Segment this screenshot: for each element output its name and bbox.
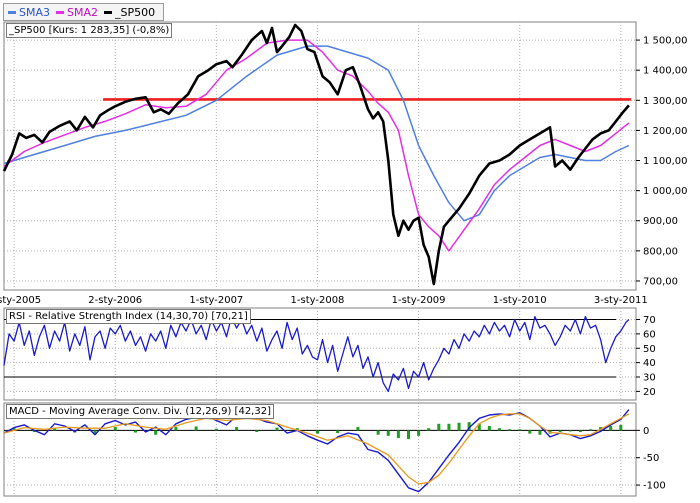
pane-frame — [3, 307, 637, 401]
macd-histogram-bar — [578, 430, 582, 432]
y-tick-label: 60 — [643, 329, 656, 340]
legend-item-sma3[interactable]: SMA3 — [8, 6, 50, 19]
y-tick-label: 0 — [643, 426, 649, 437]
series-line-sma3 — [3, 45, 630, 222]
macd-histogram-bar — [558, 430, 562, 432]
y-tick-label: 1 500,00 — [643, 36, 688, 47]
macd-histogram-bar — [538, 430, 542, 435]
macd-histogram-bar — [386, 430, 390, 436]
legend-item-sma2[interactable]: SMA2 — [56, 6, 98, 19]
macd-histogram-bar — [12, 428, 16, 431]
macd-histogram-bar — [497, 428, 501, 431]
macd-histogram-bar — [457, 422, 461, 431]
x-tick-label: 1-sty-2007 — [189, 295, 243, 306]
macd-pane-title: MACD - Moving Average Conv. Div. (12,26,… — [6, 404, 274, 419]
macd-histogram-bar — [315, 430, 319, 434]
macd-histogram-bar — [588, 429, 592, 431]
legend: SMA3 SMA2 _SP500 — [3, 3, 165, 21]
macd-histogram-bar — [568, 430, 572, 432]
macd-histogram-bar — [477, 423, 481, 431]
y-tick-label: 50 — [643, 344, 656, 355]
legend-swatch-sp500 — [104, 10, 112, 14]
rsi-pane-title: RSI - Relative Strength Index (14,30,70)… — [6, 309, 251, 324]
x-tick-label: 1-sty-2010 — [493, 295, 547, 306]
macd-histogram-bar — [609, 425, 613, 431]
series-line-signal — [3, 413, 630, 485]
y-tick-label: 40 — [643, 358, 656, 369]
y-tick-label: 70 — [643, 315, 656, 326]
macd-histogram-bar — [376, 430, 380, 435]
y-tick-label: 1 200,00 — [643, 126, 688, 137]
macd-histogram-bar — [275, 427, 279, 431]
macd-histogram-bar — [396, 430, 400, 439]
macd-histogram-bar — [214, 428, 218, 431]
legend-label-sma3: SMA3 — [19, 5, 50, 19]
macd-histogram-bar — [528, 430, 532, 434]
y-tick-label: 900,00 — [643, 216, 678, 227]
y-tick-label: 1 300,00 — [643, 96, 688, 107]
macd-histogram-bar — [133, 430, 137, 433]
macd-histogram-bar — [235, 427, 239, 431]
y-tick-label: 1 100,00 — [643, 156, 688, 167]
series-line-sma2 — [3, 39, 630, 252]
macd-histogram-bar — [508, 429, 512, 431]
y-tick-label: 1 000,00 — [643, 186, 688, 197]
macd-histogram-bar — [255, 430, 259, 432]
x-tick-label: 1-sty-2008 — [291, 295, 345, 306]
price-pane-title: _SP500 [Kurs: 1 283,35] (-0,8%) — [6, 23, 173, 38]
macd-histogram-bar — [487, 425, 491, 431]
macd-histogram-bar — [174, 427, 178, 431]
macd-histogram-bar — [619, 424, 623, 431]
y-tick-label: -100 — [643, 481, 666, 492]
y-tick-label: 30 — [643, 373, 656, 384]
macd-histogram-bar — [295, 428, 299, 431]
legend-swatch-sma3 — [8, 10, 16, 14]
legend-label-sma2: SMA2 — [67, 5, 98, 19]
macd-histogram-bar — [356, 427, 360, 431]
macd-histogram-bar — [437, 423, 441, 431]
macd-histogram-bar — [518, 429, 522, 431]
macd-histogram-bar — [53, 427, 57, 431]
macd-histogram-bar — [467, 422, 471, 431]
y-tick-label: 700,00 — [643, 276, 678, 287]
legend-label-sp500: _SP500 — [115, 5, 156, 19]
macd-histogram-bar — [336, 430, 340, 434]
macd-histogram-bar — [93, 430, 97, 434]
y-tick-label: 20 — [643, 387, 656, 398]
legend-item-sp500[interactable]: _SP500 — [104, 6, 155, 19]
macd-histogram-bar — [154, 430, 158, 435]
y-tick-label: 800,00 — [643, 246, 678, 257]
y-tick-label: -50 — [643, 453, 659, 464]
macd-histogram-bar — [417, 430, 421, 436]
x-tick-label: 1-sty-2009 — [392, 295, 446, 306]
macd-histogram-bar — [427, 428, 431, 431]
macd-histogram-bar — [113, 427, 117, 431]
series-line-rsi — [3, 315, 630, 393]
macd-histogram-bar — [447, 423, 451, 431]
macd-histogram-bar — [194, 426, 198, 431]
y-tick-label: 1 400,00 — [643, 66, 688, 77]
macd-histogram-bar — [406, 430, 410, 440]
series-line-sp500 — [2, 23, 630, 286]
x-tick-label: 3-sty-2011 — [594, 295, 648, 306]
pane-frame — [3, 21, 637, 291]
x-tick-label: 2-sty-2006 — [88, 295, 142, 306]
x-tick-label: 3-sty-2005 — [0, 295, 41, 306]
legend-swatch-sma2 — [56, 10, 64, 14]
